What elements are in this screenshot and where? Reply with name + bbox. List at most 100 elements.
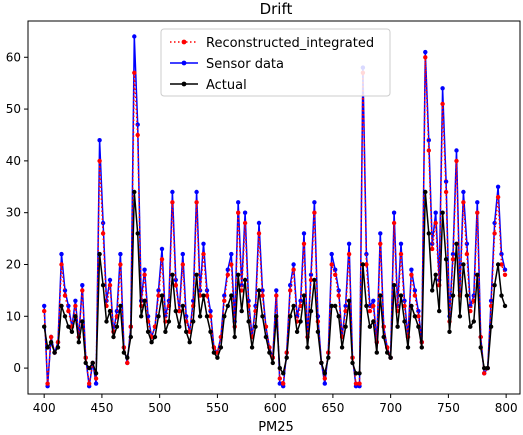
data-point-actual (447, 329, 452, 334)
data-point-reconstructed-integrated (277, 376, 282, 381)
data-point-reconstructed-integrated (132, 70, 137, 76)
data-point-actual (114, 324, 120, 329)
data-point-actual (475, 272, 480, 277)
data-point-reconstructed-integrated (482, 371, 487, 376)
data-point-sensor-data (239, 283, 244, 288)
x-tick-label: 750 (437, 401, 460, 415)
data-point-reconstructed-integrated (426, 148, 431, 153)
data-point-actual (55, 345, 61, 350)
data-point-actual (76, 340, 82, 345)
legend-marker (181, 81, 187, 87)
data-point-reconstructed-integrated (312, 210, 317, 215)
data-point-actual (502, 303, 508, 309)
data-point-actual (468, 324, 473, 329)
x-tick-label: 550 (206, 401, 229, 415)
data-point-actual (163, 329, 168, 334)
data-point-sensor-data (142, 267, 147, 272)
data-point-sensor-data (343, 303, 348, 309)
data-point-actual (277, 365, 282, 371)
data-point-actual (298, 319, 303, 324)
data-point-actual (308, 308, 314, 314)
data-point-sensor-data (364, 251, 369, 257)
x-axis: 400 450 500 550 600 650 700 750 800 (33, 394, 518, 415)
data-point-reconstructed-integrated (353, 381, 359, 386)
data-point-actual (350, 360, 355, 366)
data-point-actual (236, 272, 241, 277)
data-point-actual (145, 329, 151, 334)
data-point-sensor-data (475, 200, 480, 205)
data-point-sensor-data (322, 381, 327, 386)
x-tick-label: 600 (264, 401, 287, 415)
data-point-reconstructed-integrated (208, 314, 213, 319)
data-point-reconstructed-integrated (48, 334, 54, 340)
data-point-reconstructed-integrated (461, 200, 466, 205)
legend-marker (181, 39, 187, 45)
data-point-actual (374, 350, 379, 355)
series-line-reconstructed-integrated (43, 57, 506, 386)
data-point-sensor-data (454, 148, 459, 153)
data-point-reconstructed-integrated (159, 257, 165, 262)
data-point-actual (52, 350, 57, 355)
data-point-reconstructed-integrated (135, 132, 140, 138)
data-point-reconstructed-integrated (260, 293, 265, 298)
data-point-sensor-data (225, 267, 230, 272)
data-point-sensor-data (391, 210, 397, 215)
data-point-reconstructed-integrated (229, 262, 234, 267)
data-point-sensor-data (423, 49, 428, 55)
data-point-sensor-data (201, 241, 206, 246)
data-point-actual (398, 293, 404, 298)
data-point-sensor-data (378, 231, 383, 236)
data-point-actual (93, 371, 99, 376)
data-point-reconstructed-integrated (62, 293, 68, 298)
data-point-reconstructed-integrated (371, 303, 376, 309)
y-tick-label: 60 (6, 50, 21, 64)
data-point-sensor-data (236, 200, 241, 205)
data-point-actual (461, 262, 466, 267)
data-point-reconstructed-integrated (239, 288, 244, 293)
data-point-sensor-data (409, 267, 414, 272)
data-point-actual (405, 345, 411, 350)
data-point-actual (416, 324, 421, 329)
data-point-actual (454, 241, 459, 246)
data-point-reconstructed-integrated (495, 194, 501, 200)
data-point-actual (59, 303, 64, 309)
data-point-actual (90, 360, 95, 366)
data-point-sensor-data (402, 298, 407, 303)
data-point-actual (225, 303, 230, 309)
data-point-sensor-data (97, 138, 102, 143)
data-point-actual (267, 350, 272, 355)
data-point-sensor-data (118, 251, 123, 257)
data-point-actual (246, 319, 251, 324)
data-point-reconstructed-integrated (416, 314, 421, 319)
data-point-actual (197, 314, 203, 319)
data-point-actual (191, 319, 196, 324)
data-point-actual (97, 251, 102, 257)
data-point-sensor-data (277, 381, 282, 386)
y-tick-label: 20 (6, 257, 21, 271)
data-point-actual (339, 345, 345, 350)
data-point-sensor-data (312, 200, 317, 205)
data-point-sensor-data (180, 251, 185, 257)
data-point-reconstructed-integrated (333, 272, 338, 277)
plot-frame (27, 20, 521, 395)
data-point-actual (291, 303, 296, 309)
x-tick-label: 450 (90, 401, 113, 415)
data-point-reconstructed-integrated (156, 293, 161, 298)
data-point-actual (156, 314, 161, 319)
data-point-reconstructed-integrated (433, 220, 438, 226)
data-point-actual (45, 345, 50, 350)
data-point-actual (315, 329, 321, 334)
data-point-actual (437, 308, 442, 314)
data-point-actual (218, 345, 224, 350)
data-point-actual (322, 371, 327, 376)
data-point-actual (326, 355, 331, 360)
legend-item-actual: Actual (170, 78, 247, 93)
data-point-reconstructed-integrated (343, 308, 348, 314)
data-point-reconstructed-integrated (357, 381, 362, 386)
data-point-reconstructed-integrated (423, 55, 428, 60)
data-point-actual (305, 345, 310, 350)
data-point-reconstructed-integrated (201, 251, 206, 257)
y-tick-label: 50 (6, 102, 21, 116)
data-point-actual (450, 293, 456, 298)
data-point-actual (239, 308, 244, 314)
